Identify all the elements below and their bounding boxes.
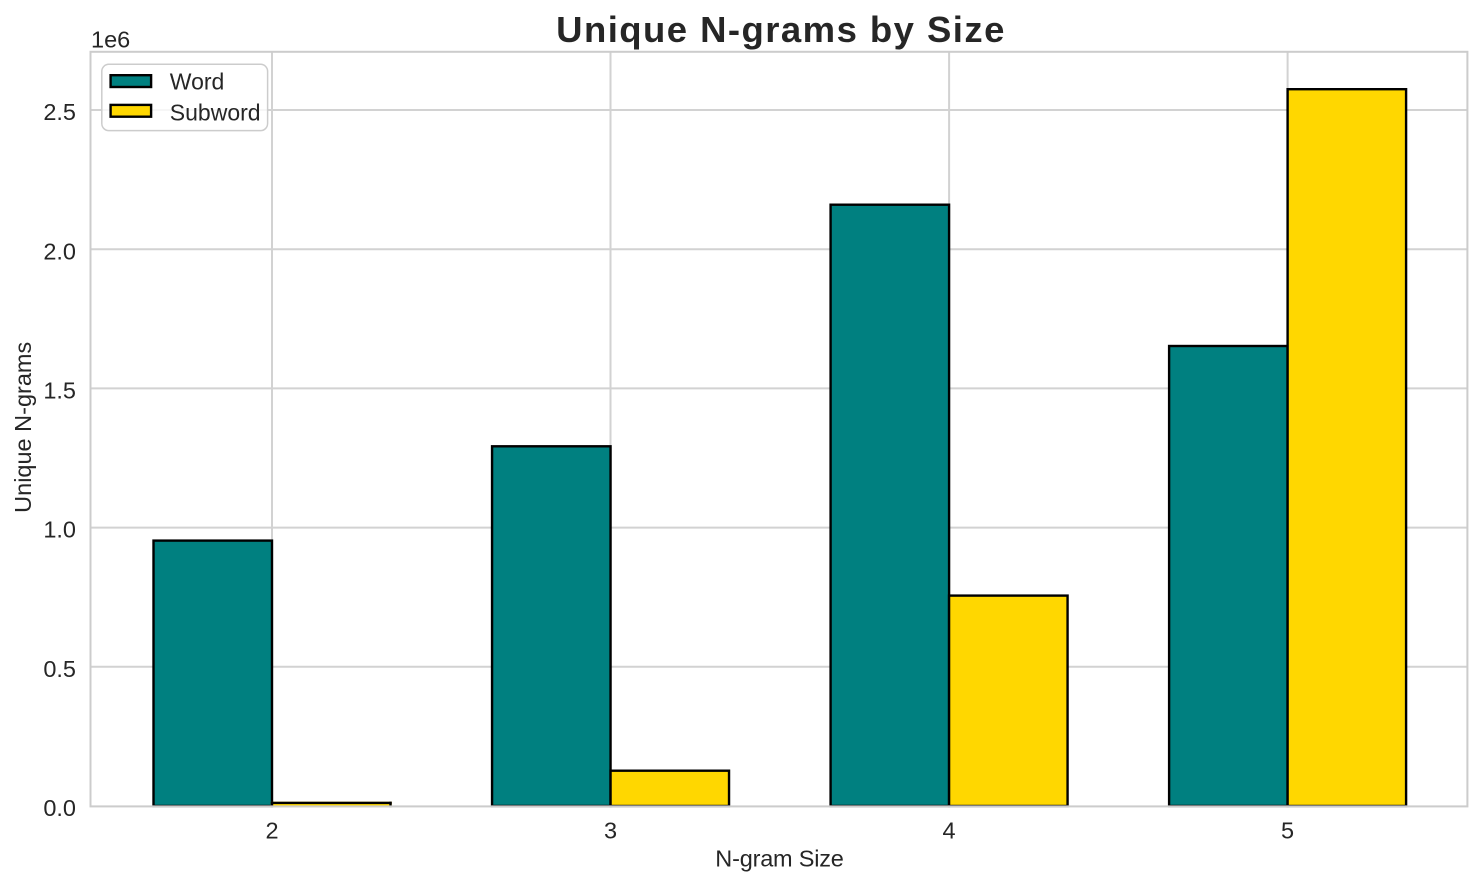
- svg-text:2.5: 2.5: [43, 99, 76, 125]
- svg-text:Subword: Subword: [170, 100, 261, 126]
- svg-text:2: 2: [265, 817, 278, 843]
- svg-text:4: 4: [943, 817, 956, 843]
- svg-text:Word: Word: [170, 69, 225, 95]
- svg-text:Unique N-grams: Unique N-grams: [10, 342, 36, 513]
- svg-text:0.0: 0.0: [43, 795, 76, 821]
- svg-text:1.5: 1.5: [43, 378, 76, 404]
- svg-text:Unique N-grams by Size: Unique N-grams by Size: [556, 9, 1006, 50]
- svg-text:1.0: 1.0: [43, 517, 76, 543]
- svg-text:5: 5: [1281, 817, 1294, 843]
- svg-text:2.0: 2.0: [43, 238, 76, 264]
- svg-text:3: 3: [604, 817, 617, 843]
- svg-text:0.5: 0.5: [43, 656, 76, 682]
- svg-text:N-gram Size: N-gram Size: [715, 846, 844, 872]
- svg-text:1e6: 1e6: [91, 27, 130, 53]
